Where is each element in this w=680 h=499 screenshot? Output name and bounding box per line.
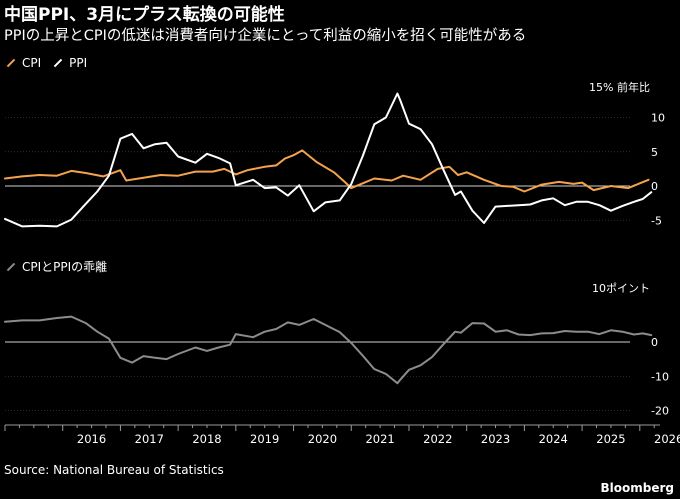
- x-tick-label: 2023: [481, 432, 510, 446]
- panel-spread: 0 -10 -20 10ポイント: [4, 282, 669, 418]
- y-tick-label: -20: [651, 405, 669, 418]
- x-tick-label: 2022: [423, 432, 452, 446]
- series-line-cpippi: [4, 315, 653, 385]
- x-tick-label: 2026: [654, 432, 680, 446]
- legend-label-cpi: CPI: [22, 56, 42, 70]
- legend-label-spread: CPIとPPIの乖離: [22, 260, 108, 274]
- x-tick-label: 2019: [250, 432, 279, 446]
- unit-label: 15% 前年比: [589, 80, 650, 94]
- unit-label: 10ポイント: [592, 282, 650, 295]
- panel-cpi-ppi: 10 5 0 -5 15% 前年比: [4, 80, 665, 228]
- legend-label-ppi: PPI: [69, 56, 88, 70]
- chart-subtitle: PPIの上昇とCPIの低迷は消費者向け企業にとって利益の縮小を招く可能性がある: [4, 28, 527, 44]
- source-note: Source: National Bureau of Statistics: [4, 463, 224, 477]
- chart-title: 中国PPI、3月にプラス転換の可能性: [4, 5, 285, 25]
- y-tick-label: 0: [651, 336, 658, 349]
- legend-top: CPI PPI: [6, 56, 99, 70]
- y-tick-label: 5: [651, 146, 658, 159]
- legend-item-cpi: CPI: [6, 56, 41, 70]
- x-tick-label: 2020: [308, 432, 337, 446]
- series-line-cpi: [4, 149, 650, 193]
- x-tick-label: 2017: [135, 432, 164, 446]
- y-tick-label: 10: [651, 112, 665, 125]
- y-tick-label: 0: [651, 180, 658, 193]
- x-tick-label: 2018: [192, 432, 221, 446]
- x-tick-label: 2025: [596, 432, 625, 446]
- brand-logo: Bloomberg: [600, 481, 675, 495]
- series-line-ppi: [4, 92, 653, 228]
- legend-item-ppi: PPI: [53, 56, 87, 70]
- x-tick-label: 2024: [539, 432, 568, 446]
- x-tick-label: 2016: [77, 432, 106, 446]
- legend-bottom: CPIとPPIの乖離: [6, 258, 107, 275]
- y-tick-label: -10: [651, 370, 669, 383]
- y-tick-label: -5: [651, 214, 662, 227]
- legend-item-spread: CPIとPPIの乖離: [6, 258, 107, 275]
- x-tick-label: 2021: [365, 432, 394, 446]
